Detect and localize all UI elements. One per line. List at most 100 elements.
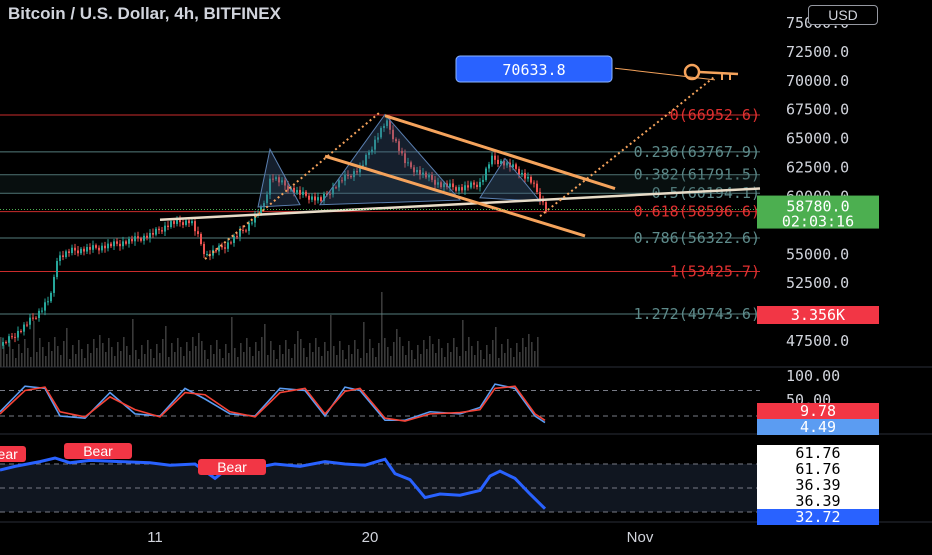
candle-body bbox=[443, 183, 445, 188]
volume-bar bbox=[462, 320, 464, 367]
volume-bar bbox=[207, 359, 209, 367]
candle-body bbox=[353, 171, 355, 178]
volume-bar bbox=[60, 355, 62, 367]
stoch-k-value: 4.49 bbox=[800, 418, 836, 436]
candle-body bbox=[386, 120, 388, 126]
volume-bar bbox=[522, 338, 524, 367]
candle-body bbox=[266, 194, 268, 204]
time-axis-tick: 20 bbox=[362, 529, 379, 546]
volume-bar bbox=[504, 353, 506, 367]
bear-label-text: Bear bbox=[83, 443, 113, 459]
volume-bar bbox=[186, 342, 188, 367]
candle-body bbox=[140, 238, 142, 241]
volume-bar bbox=[9, 340, 11, 367]
candle-body bbox=[275, 177, 277, 180]
volume-bar bbox=[135, 350, 137, 367]
candle-body bbox=[281, 180, 283, 183]
candle-body bbox=[2, 342, 4, 346]
candle-body bbox=[542, 200, 544, 203]
candle-body bbox=[452, 183, 454, 188]
price-axis-tick: 70000.0 bbox=[786, 72, 849, 90]
candle-body bbox=[29, 317, 31, 325]
volume-bar bbox=[282, 354, 284, 367]
volume-bar bbox=[330, 315, 332, 367]
candle-body bbox=[350, 175, 352, 178]
current-price-value: 58780.0 bbox=[786, 198, 849, 216]
volume-bar bbox=[240, 343, 242, 367]
candle-body bbox=[152, 232, 154, 235]
candle-body bbox=[17, 330, 19, 338]
key-icon bbox=[683, 63, 739, 81]
projection-dotted-1 bbox=[204, 111, 381, 260]
candle-body bbox=[74, 247, 76, 251]
candle-countdown: 02:03:16 bbox=[782, 213, 854, 231]
volume-bar bbox=[537, 337, 539, 367]
volume-bar bbox=[441, 348, 443, 367]
volume-bar bbox=[99, 335, 101, 367]
volume-bar bbox=[387, 347, 389, 367]
volume-bar bbox=[273, 350, 275, 367]
candle-body bbox=[269, 178, 271, 195]
volume-bar bbox=[435, 353, 437, 367]
candle-body bbox=[395, 139, 397, 142]
volume-bar bbox=[168, 357, 170, 367]
currency-badge[interactable]: USD bbox=[808, 5, 878, 25]
volume-bar bbox=[69, 359, 71, 367]
candle-body bbox=[467, 185, 469, 188]
candle-body bbox=[545, 202, 547, 212]
candle-body bbox=[359, 166, 361, 173]
rsi-value-text: 61.76 bbox=[795, 460, 840, 478]
candle-body bbox=[290, 187, 292, 191]
candle-body bbox=[56, 261, 58, 277]
candle-body bbox=[287, 185, 289, 191]
volume-bar bbox=[84, 358, 86, 367]
volume-bar bbox=[267, 355, 269, 367]
candle-body bbox=[230, 242, 232, 244]
candle-body bbox=[272, 178, 274, 180]
volume-bar bbox=[189, 351, 191, 367]
volume-bar bbox=[93, 339, 95, 367]
volume-bar bbox=[444, 357, 446, 367]
time-axis-tick: Nov bbox=[627, 529, 654, 546]
target-price-label[interactable]: 70633.8 bbox=[455, 55, 613, 83]
volume-bar bbox=[393, 342, 395, 367]
volume-bar bbox=[27, 348, 29, 367]
stoch-d-tag bbox=[757, 403, 879, 419]
candle-body bbox=[491, 155, 493, 165]
candle-body bbox=[116, 241, 118, 244]
candle-body bbox=[524, 172, 526, 179]
candle-body bbox=[65, 251, 67, 258]
volume-bar bbox=[309, 343, 311, 367]
candle-body bbox=[404, 153, 406, 164]
bear-label-box bbox=[198, 459, 266, 475]
rsi-value-tag bbox=[757, 445, 879, 461]
fib-level-label: 0.786(56322.6) bbox=[634, 229, 760, 247]
candle-body bbox=[437, 182, 439, 185]
volume-bar bbox=[384, 338, 386, 367]
volume-bar bbox=[39, 338, 41, 367]
volume-bar bbox=[495, 327, 497, 367]
candle-body bbox=[182, 222, 184, 225]
volume-bar bbox=[15, 358, 17, 367]
price-axis-tick: 47500.0 bbox=[786, 332, 849, 350]
volume-bar bbox=[357, 349, 359, 367]
candle-body bbox=[470, 182, 472, 188]
projection-dotted-2 bbox=[539, 75, 716, 218]
candle-body bbox=[224, 247, 226, 249]
rsi-value-tag bbox=[757, 461, 879, 477]
channel-lower bbox=[324, 154, 586, 238]
candle-body bbox=[254, 214, 256, 223]
candle-body bbox=[278, 177, 280, 183]
candle-body bbox=[458, 187, 460, 191]
volume-bar bbox=[171, 343, 173, 367]
candle-body bbox=[194, 221, 196, 232]
volume-bar bbox=[333, 346, 335, 367]
volume-bar bbox=[48, 342, 50, 367]
volume-bar bbox=[471, 346, 473, 367]
candle-body bbox=[461, 187, 463, 191]
volume-bar bbox=[465, 351, 467, 367]
volume-bar bbox=[165, 326, 167, 367]
candle-body bbox=[407, 162, 409, 164]
